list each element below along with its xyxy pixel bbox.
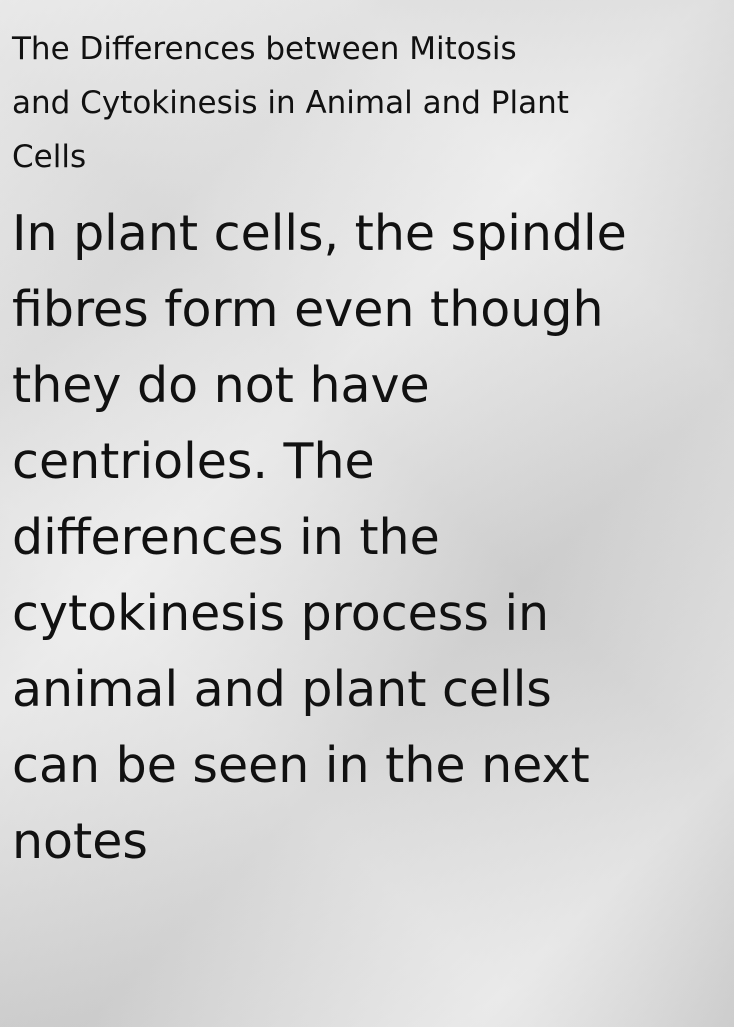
title-line: and Cytokinesis in Animal and Plant bbox=[12, 85, 569, 121]
body-line: notes bbox=[12, 813, 148, 870]
body-line: can be seen in the next bbox=[12, 737, 590, 794]
title-line: Cells bbox=[12, 139, 87, 175]
body-line: cytokinesis process in bbox=[12, 585, 550, 642]
title-line: The Differences between Mitosis bbox=[12, 31, 517, 67]
body-line: animal and plant cells bbox=[12, 661, 552, 718]
body-text: In plant cells, the spindle fibres form e… bbox=[12, 196, 728, 880]
body-line: differences in the bbox=[12, 509, 440, 566]
body-line: In plant cells, the spindle bbox=[12, 205, 627, 262]
body-line: centrioles. The bbox=[12, 433, 375, 490]
title: The Differences between Mitosis and Cytok… bbox=[12, 22, 569, 184]
body-line: they do not have bbox=[12, 357, 430, 414]
body-line: fibres form even though bbox=[12, 281, 604, 338]
